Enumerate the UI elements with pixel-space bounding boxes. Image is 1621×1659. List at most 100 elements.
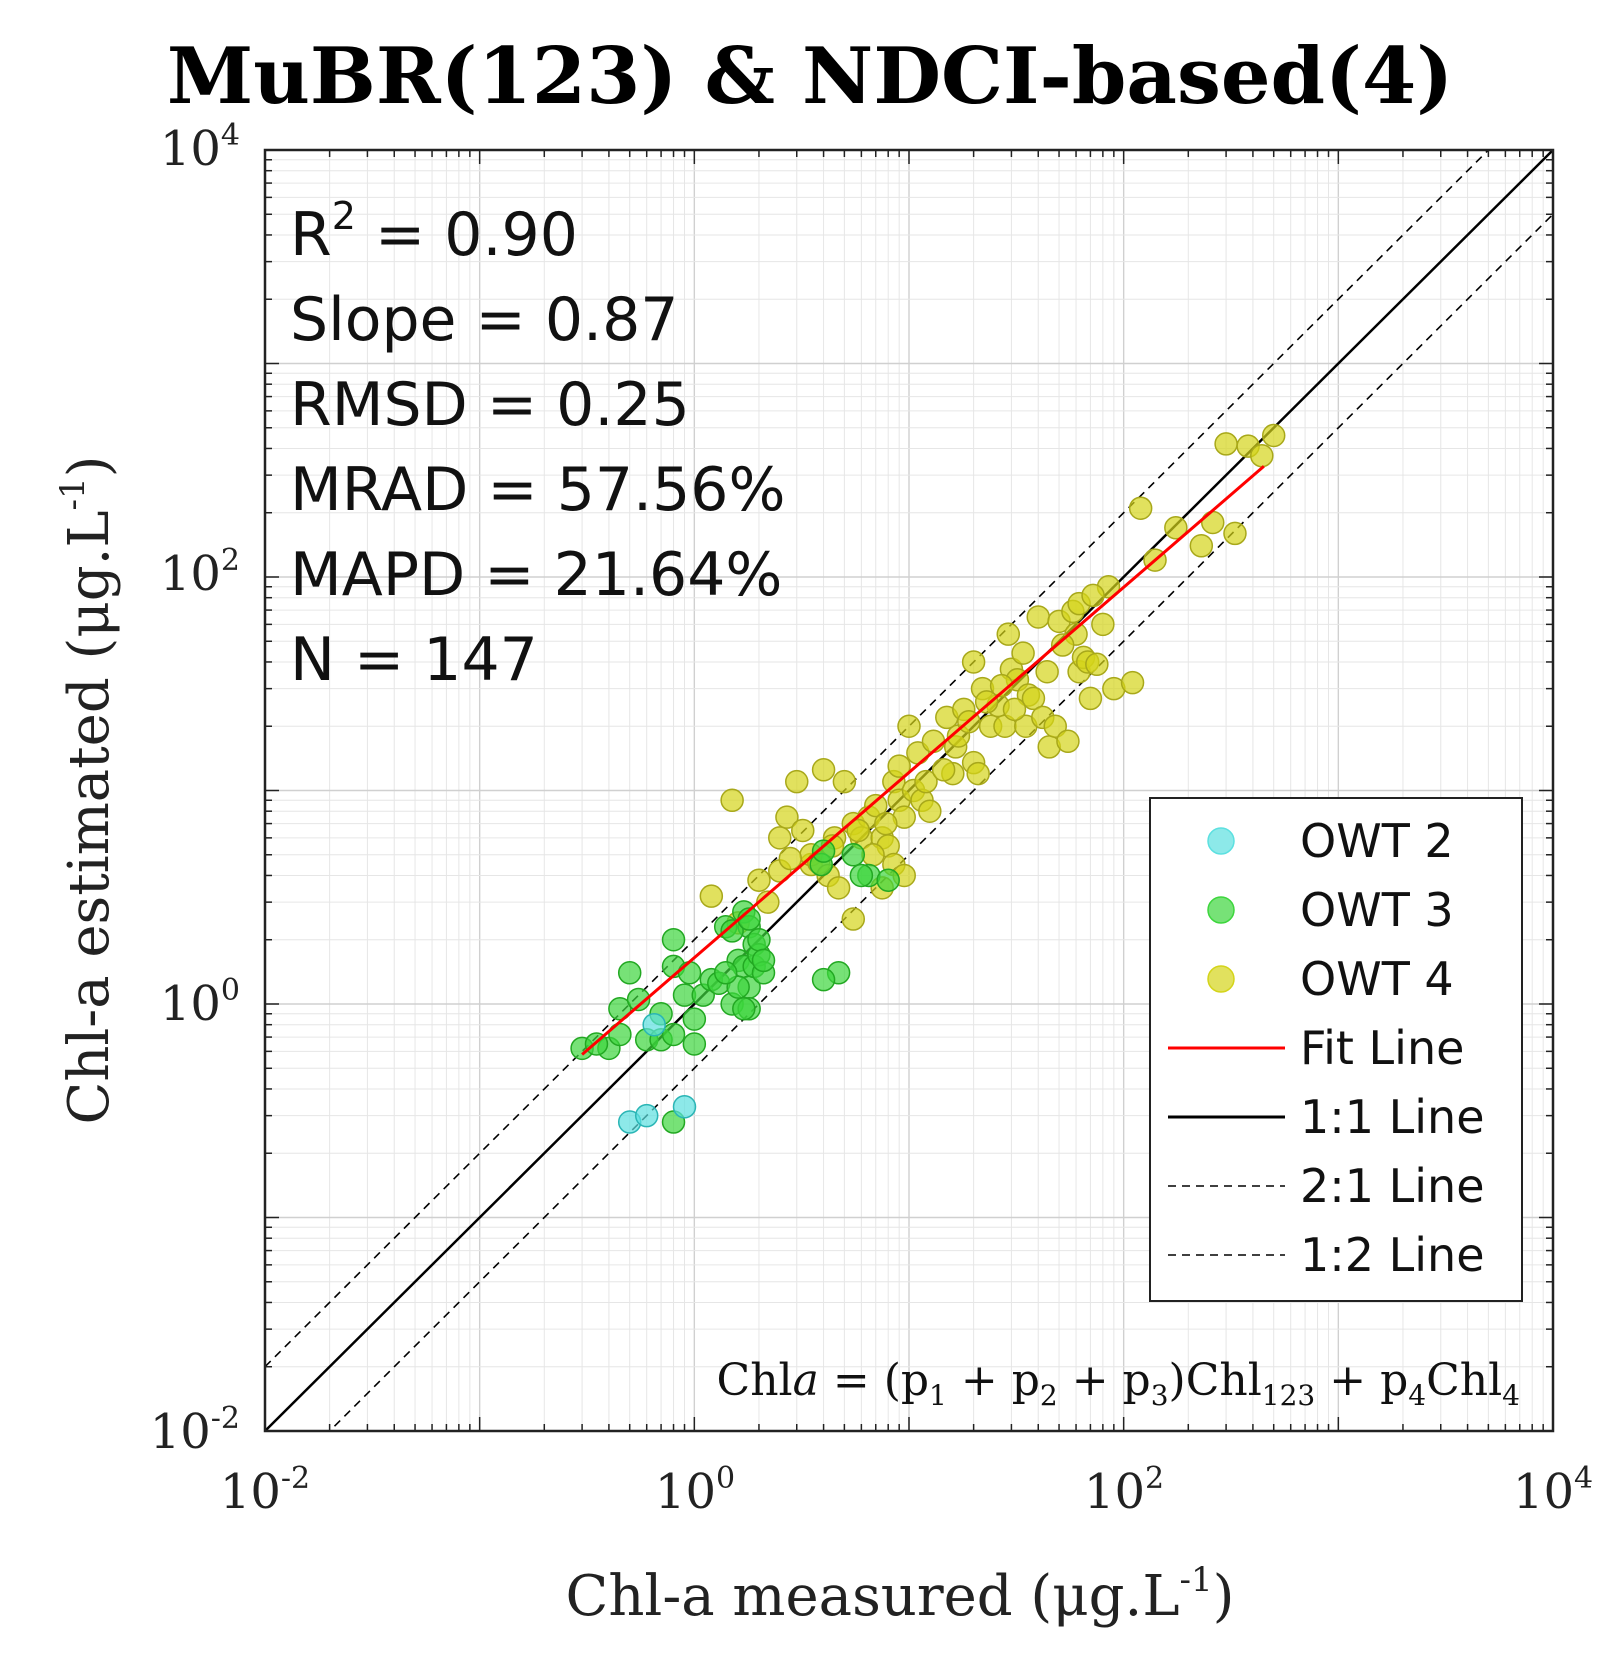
stat-r2: R2 = 0.90 (290, 194, 578, 270)
data-point-owt-4 (1043, 714, 1067, 738)
legend-label: OWT 4 (1300, 952, 1454, 1006)
x-tick-label: 100 (655, 1461, 735, 1520)
data-point-owt-4 (861, 843, 885, 867)
data-point-owt-3 (811, 839, 836, 863)
data-point-owt-4 (1002, 697, 1027, 722)
y-tick-labels: 10-2 100 102 104 (150, 118, 240, 1460)
legend-marker (1207, 965, 1235, 993)
data-point-owt-4 (1021, 686, 1046, 711)
stat-mrad: MRAD = 57.56% (290, 455, 785, 525)
data-point-owt-4 (1120, 670, 1145, 695)
legend-entry: OWT 3 (1207, 883, 1454, 937)
data-point-owt-4 (778, 846, 803, 871)
data-point-owt-4 (699, 884, 724, 908)
data-point-owt-3 (608, 997, 632, 1021)
data-point-owt-3 (661, 927, 686, 952)
legend-marker (1207, 827, 1235, 855)
data-point-owt-4 (931, 758, 956, 782)
x-tick-label: 10-2 (220, 1461, 310, 1520)
x-tick-label: 104 (1513, 1461, 1593, 1520)
data-point-owt-4 (1078, 686, 1103, 711)
axis-ticks (264, 149, 1554, 1432)
stat-n: N = 147 (290, 625, 538, 695)
x-axis-label: Chl-a measured (μg.L-1) (566, 1560, 1235, 1629)
y-tick-label: 10-2 (150, 1401, 240, 1460)
data-point-owt-3 (617, 961, 642, 985)
data-point-owt-4 (791, 818, 815, 843)
data-point-owt-4 (846, 818, 870, 843)
legend: OWT 2 OWT 3 OWT 4 Fit Line 1:1 Line 2:1 Line 1… (1149, 797, 1523, 1302)
data-point-owt-4 (1050, 633, 1075, 657)
y-tick-label: 100 (160, 973, 240, 1032)
fit-line (581, 465, 1265, 1056)
data-point-owt-4 (811, 758, 836, 782)
data-point-owt-4 (747, 868, 771, 892)
data-point-owt-4 (966, 761, 990, 786)
data-point-owt-4 (1011, 641, 1035, 665)
data-point-owt-4 (1128, 496, 1153, 520)
data-point-owt-3 (747, 927, 771, 952)
data-point-owt-4 (1250, 443, 1274, 468)
data-point-owt-2 (672, 1095, 697, 1119)
data-point-owt-4 (1026, 605, 1050, 629)
data-point-owt-4 (720, 788, 744, 813)
data-point-owt-3 (811, 967, 836, 992)
legend-label: 1:2 Line (1300, 1228, 1485, 1282)
y-tick-label: 102 (160, 543, 240, 602)
data-point-owt-3 (682, 1007, 707, 1031)
data-point-owt-4 (918, 799, 942, 823)
legend-entry: 1:2 Line (1168, 1228, 1485, 1282)
legend-label: OWT 3 (1300, 883, 1454, 937)
legend-entry: OWT 2 (1207, 814, 1454, 868)
reference-line-1-2-line (328, 213, 1553, 1431)
data-point-owt-4 (1261, 423, 1286, 448)
formula: Chla = (p1 + p2 + p3)Chl123 + p4Chl4 (717, 1355, 1520, 1412)
legend-marker (1207, 896, 1235, 924)
data-point-owt-4 (1081, 583, 1105, 608)
data-point-owt-4 (989, 673, 1014, 698)
data-point-owt-3 (720, 919, 744, 943)
legend-label: Fit Line (1300, 1021, 1464, 1075)
data-point-owt-4 (1091, 612, 1115, 637)
data-point-owt-4 (1164, 516, 1188, 540)
data-point-owt-4 (1214, 432, 1238, 456)
data-point-owt-2 (634, 1103, 659, 1128)
stat-mapd: MAPD = 21.64% (290, 540, 782, 610)
data-point-owt-2 (642, 1012, 666, 1037)
data-point-owt-3 (661, 1022, 686, 1047)
legend-entry: 2:1 Line (1168, 1159, 1485, 1213)
data-point-owt-4 (1085, 652, 1109, 677)
y-axis-label: Chl-a estimated (μg.L-1) (53, 455, 122, 1124)
data-point-owt-4 (768, 826, 792, 850)
x-tick-labels: 10-2 100 102 104 (220, 1461, 1593, 1520)
data-point-owt-3 (682, 1032, 707, 1056)
data-point-owt-4 (921, 729, 946, 754)
legend-label: 2:1 Line (1300, 1159, 1485, 1213)
data-point-owt-3 (849, 863, 874, 888)
y-tick-label: 104 (160, 118, 240, 177)
chart-title: MuBR(123) & NDCI-based(4) (167, 31, 1453, 122)
data-point-owt-3 (876, 868, 900, 892)
x-tick-label: 102 (1084, 1461, 1164, 1520)
data-point-owt-4 (914, 769, 938, 794)
reference-line-2-1-line (265, 150, 1490, 1368)
data-point-owt-3 (751, 948, 776, 973)
data-point-owt-4 (832, 769, 857, 794)
data-point-owt-4 (1035, 659, 1059, 684)
data-point-owt-4 (1223, 521, 1247, 546)
data-point-owt-3 (713, 961, 738, 985)
data-point-owt-4 (897, 714, 921, 738)
data-point-owt-4 (1200, 510, 1225, 535)
data-point-owt-3 (677, 961, 702, 985)
stat-rmsd: RMSD = 0.25 (290, 370, 690, 440)
data-point-owt-4 (974, 690, 999, 714)
data-point-owt-4 (1056, 729, 1080, 754)
data-point-owt-4 (1189, 534, 1214, 558)
data-point-owt-4 (775, 805, 799, 829)
data-point-owt-3 (732, 997, 756, 1021)
legend-label: OWT 2 (1300, 814, 1454, 868)
legend-entry: Fit Line (1168, 1021, 1464, 1075)
data-point-owt-4 (887, 754, 911, 778)
data-point-owt-4 (874, 811, 898, 836)
